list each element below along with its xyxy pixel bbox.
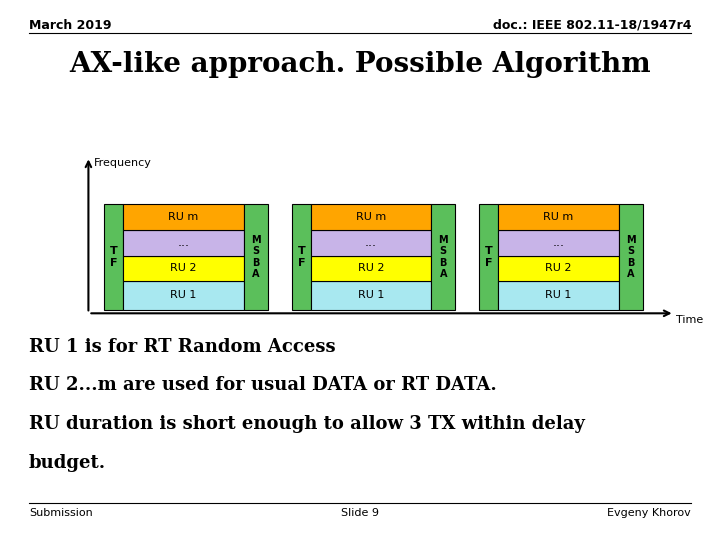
Text: March 2019: March 2019 xyxy=(29,19,112,32)
Bar xyxy=(431,204,455,310)
Text: M
S
B
A: M S B A xyxy=(626,234,636,279)
Text: RU 1: RU 1 xyxy=(170,291,197,300)
Bar xyxy=(123,204,243,230)
Text: Slide 9: Slide 9 xyxy=(341,508,379,518)
Text: Submission: Submission xyxy=(29,508,93,518)
Text: M
S
B
A: M S B A xyxy=(438,234,448,279)
Bar xyxy=(243,204,268,310)
Text: ...: ... xyxy=(177,236,189,249)
Text: RU 2: RU 2 xyxy=(545,264,572,273)
Bar xyxy=(123,255,243,281)
Text: Time: Time xyxy=(676,315,703,325)
Text: budget.: budget. xyxy=(29,454,106,472)
Bar xyxy=(104,204,123,310)
Text: doc.: IEEE 802.11-18/1947r4: doc.: IEEE 802.11-18/1947r4 xyxy=(492,19,691,32)
Text: RU 1: RU 1 xyxy=(545,291,572,300)
Text: T
F: T F xyxy=(485,246,492,268)
Bar xyxy=(311,281,431,310)
Text: RU 1: RU 1 xyxy=(358,291,384,300)
Bar xyxy=(311,255,431,281)
Bar xyxy=(292,204,311,310)
Text: AX-like approach. Possible Algorithm: AX-like approach. Possible Algorithm xyxy=(69,51,651,78)
Text: RU m: RU m xyxy=(168,212,199,222)
Text: RU m: RU m xyxy=(544,212,574,222)
Text: ...: ... xyxy=(552,236,564,249)
Bar xyxy=(311,204,431,230)
Text: T
F: T F xyxy=(110,246,117,268)
Text: RU duration is short enough to allow 3 TX within delay: RU duration is short enough to allow 3 T… xyxy=(29,415,585,433)
Text: Frequency: Frequency xyxy=(94,158,151,168)
Text: ...: ... xyxy=(365,236,377,249)
Bar xyxy=(498,255,618,281)
Bar xyxy=(498,230,618,255)
Text: T
F: T F xyxy=(297,246,305,268)
Text: RU 2...m are used for usual DATA or RT DATA.: RU 2...m are used for usual DATA or RT D… xyxy=(29,376,497,394)
Text: RU 1 is for RT Random Access: RU 1 is for RT Random Access xyxy=(29,338,336,355)
Text: M
S
B
A: M S B A xyxy=(251,234,261,279)
Text: RU m: RU m xyxy=(356,212,386,222)
Text: Evgeny Khorov: Evgeny Khorov xyxy=(608,508,691,518)
Text: RU 2: RU 2 xyxy=(170,264,197,273)
Bar xyxy=(498,281,618,310)
Bar xyxy=(123,281,243,310)
Text: RU 2: RU 2 xyxy=(358,264,384,273)
Bar xyxy=(311,230,431,255)
Bar xyxy=(618,204,643,310)
Bar xyxy=(123,230,243,255)
Bar xyxy=(498,204,618,230)
Bar xyxy=(480,204,498,310)
